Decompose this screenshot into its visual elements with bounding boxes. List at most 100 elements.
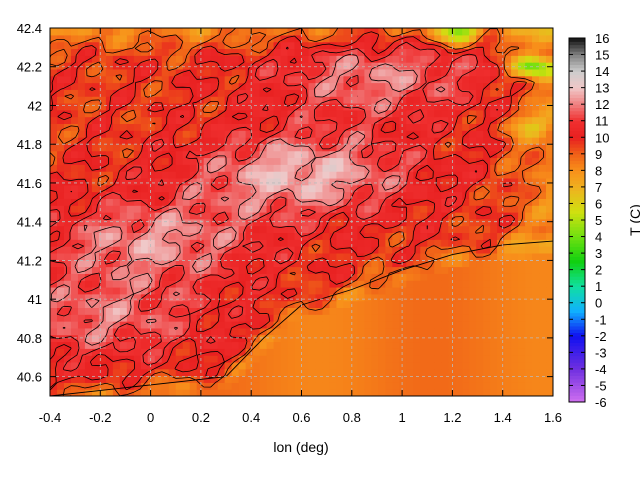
heatmap-cell <box>266 164 275 172</box>
heatmap-cell <box>294 314 303 322</box>
heatmap-cell <box>119 184 128 193</box>
heatmap-cell <box>147 123 156 131</box>
colorbar-label: T (C) <box>627 204 640 236</box>
heatmap-cell <box>294 157 303 165</box>
heatmap-cell <box>469 293 477 302</box>
heatmap-cell <box>413 68 421 77</box>
heatmap-cell <box>70 307 79 315</box>
heatmap-cell <box>441 348 449 356</box>
heatmap-cell <box>91 232 100 240</box>
heatmap-cell <box>518 123 526 131</box>
heatmap-cell <box>511 137 519 145</box>
heatmap-cell <box>196 89 205 97</box>
heatmap-cell <box>259 246 268 254</box>
heatmap-cell <box>490 102 498 111</box>
heatmap-cell <box>329 246 338 254</box>
heatmap-cell <box>70 361 79 370</box>
heatmap-cell <box>336 109 345 118</box>
heatmap-cell <box>301 157 310 165</box>
heatmap-cell <box>532 109 540 118</box>
heatmap-cell <box>70 34 79 43</box>
heatmap-cell <box>497 286 505 295</box>
heatmap-cell <box>182 48 191 56</box>
heatmap-cell <box>392 150 400 159</box>
heatmap-cell <box>413 123 421 131</box>
heatmap-cell <box>539 89 547 97</box>
heatmap-cell <box>434 184 442 193</box>
heatmap-cell <box>70 334 79 343</box>
heatmap-cell <box>539 246 547 254</box>
heatmap-cell <box>126 55 135 63</box>
heatmap-cell <box>371 143 379 152</box>
heatmap-cell <box>266 171 275 179</box>
heatmap-cell <box>231 109 240 118</box>
heatmap-cell <box>518 171 526 179</box>
heatmap-cell <box>364 361 372 370</box>
heatmap-cell <box>280 28 289 36</box>
heatmap-cell <box>203 252 212 261</box>
heatmap-cell <box>413 177 421 186</box>
heatmap-cell <box>98 286 107 295</box>
heatmap-cell <box>434 157 442 165</box>
colorbar-segment <box>569 81 585 85</box>
heatmap-cell <box>175 123 184 131</box>
heatmap-cell <box>399 96 407 104</box>
heatmap-cell <box>210 191 219 199</box>
heatmap-cell <box>497 314 505 322</box>
heatmap-cell <box>147 184 156 193</box>
heatmap-cell <box>98 137 107 145</box>
heatmap-cell <box>343 334 352 343</box>
heatmap-cell <box>133 218 142 227</box>
heatmap-cell <box>91 225 100 234</box>
heatmap-cell <box>217 41 226 50</box>
heatmap-cell <box>476 102 484 111</box>
heatmap-cell <box>434 252 442 261</box>
heatmap-cell <box>224 334 233 343</box>
heatmap-cell <box>77 89 86 97</box>
heatmap-cell <box>546 123 553 131</box>
heatmap-cell <box>378 171 386 179</box>
heatmap-cell <box>385 41 393 50</box>
heatmap-cell <box>161 157 170 165</box>
heatmap-cell <box>511 177 519 186</box>
heatmap-cell <box>280 239 289 247</box>
heatmap-cell <box>497 164 505 172</box>
heatmap-cell <box>455 321 463 329</box>
heatmap-cell <box>266 334 275 343</box>
heatmap-cell <box>406 191 414 199</box>
heatmap-cell <box>441 82 449 90</box>
heatmap-cell <box>50 361 58 370</box>
heatmap-cell <box>189 177 198 186</box>
heatmap-cell <box>147 239 156 247</box>
heatmap-cell <box>252 259 261 268</box>
heatmap-cell <box>266 82 275 90</box>
heatmap-cell <box>224 321 233 329</box>
heatmap-cell <box>511 321 519 329</box>
heatmap-cell <box>287 55 296 63</box>
heatmap-cell <box>483 41 491 50</box>
heatmap-cell <box>168 150 177 159</box>
heatmap-cell <box>392 334 400 343</box>
heatmap-cell <box>224 252 233 261</box>
heatmap-cell <box>434 314 442 322</box>
heatmap-cell <box>266 75 275 84</box>
heatmap-cell <box>224 96 233 104</box>
heatmap-cell <box>420 75 428 84</box>
colorbar-segment <box>569 107 585 112</box>
heatmap-cell <box>280 286 289 295</box>
heatmap-cell <box>119 239 128 247</box>
heatmap-cell <box>119 116 128 124</box>
heatmap-cell <box>462 334 470 343</box>
heatmap-cell <box>343 62 352 70</box>
heatmap-cell <box>98 252 107 261</box>
heatmap-cell <box>84 198 93 206</box>
heatmap-cell <box>105 327 114 336</box>
heatmap-cell <box>476 164 484 172</box>
heatmap-cell <box>203 198 212 206</box>
heatmap-cell <box>441 123 449 131</box>
heatmap-cell <box>406 225 414 234</box>
heatmap-cell <box>98 300 107 308</box>
heatmap-cell <box>532 205 540 213</box>
heatmap-cell <box>147 232 156 240</box>
heatmap-cell <box>238 361 247 370</box>
